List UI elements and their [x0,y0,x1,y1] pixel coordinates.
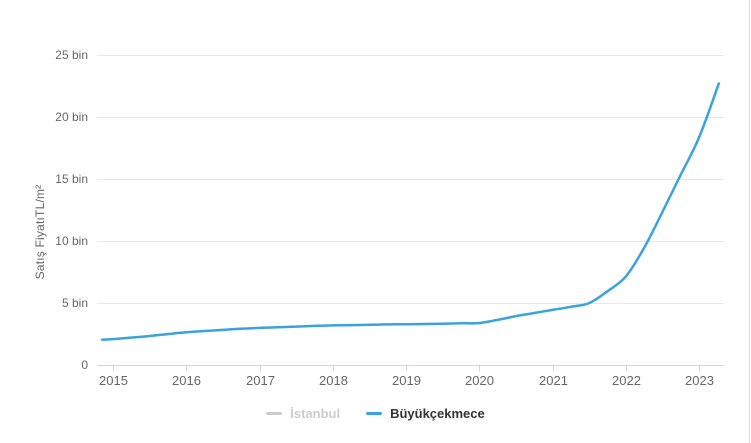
series-line-bykekmece[interactable] [100,82,721,341]
legend-label-istanbul: İstanbul [290,405,341,421]
legend: İstanbul Büyükçekmece [0,403,751,423]
legend-line-swatch-istanbul [266,411,283,415]
legend-item-istanbul[interactable]: İstanbul [266,406,340,421]
container-right-border [749,0,750,443]
legend-line-swatch-buyukcekmece [366,411,383,415]
legend-label-buyukcekmece: Büyükçekmece [390,405,485,421]
y-axis-title: Satış FiyatıTL/m² [33,184,47,280]
legend-item-buyukcekmece[interactable]: Büyükçekmece [366,406,485,421]
